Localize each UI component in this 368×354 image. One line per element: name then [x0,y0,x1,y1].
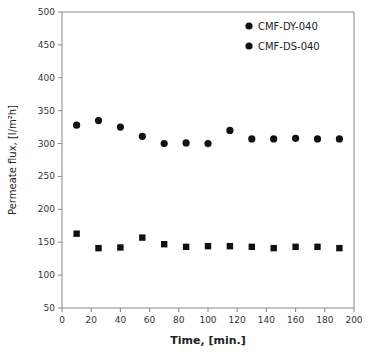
point [314,244,320,250]
point [139,133,146,140]
points [73,117,343,251]
y-tick-label: 300 [38,139,55,149]
y-tick-label: 350 [38,106,55,116]
y-tick [58,110,62,111]
point [204,140,211,147]
point [73,122,80,129]
y-tick-label: 150 [38,237,55,247]
point [205,243,211,249]
y-tick [58,44,62,45]
x-tick [120,308,121,312]
x-tick [324,308,325,312]
chart: 0 20 40 60 80 100 120 140 160 180 200 50 100 150 200 25… [0,0,368,354]
y-tick-label: 100 [38,270,55,280]
point [226,127,233,134]
point [161,140,168,147]
y-tick-label: 500 [38,7,55,17]
x-tick [266,308,267,312]
point [314,135,321,142]
y-tick-label: 200 [38,204,55,214]
x-tick [237,308,238,312]
y-tick [58,12,62,13]
legend-marker [245,42,252,49]
x-tick-label: 180 [316,315,333,325]
point [161,241,167,247]
x-tick [354,308,355,312]
point [73,230,79,236]
y-tick-label: 400 [38,73,55,83]
x-tick-label: 80 [173,315,185,325]
x-tick [149,308,150,312]
y-tick [58,275,62,276]
series [73,230,342,251]
y-tick [58,209,62,210]
plot-frame [62,12,354,308]
x-tick-label: 120 [229,315,246,325]
legend-label: CMF-DS-040 [258,41,320,52]
y-axis-label: Permeate flux, [l/m²h] [7,105,18,215]
point [270,135,277,142]
x-tick [295,308,296,312]
point [249,244,255,250]
x-tick-label: 40 [115,315,127,325]
chart-container: 0 20 40 60 80 100 120 140 160 180 200 50 100 150 200 25… [0,0,368,354]
point [292,244,298,250]
point [139,234,145,240]
legend-label: CMF-DY-040 [258,21,318,32]
x-tick-label: 140 [258,315,275,325]
y-axis: 50 100 150 200 250 300 350 400 450 500 [38,7,62,313]
point [183,139,190,146]
x-tick-label: 100 [199,315,216,325]
series [73,117,343,147]
x-tick-label: 60 [144,315,156,325]
y-tick [58,242,62,243]
point [248,135,255,142]
y-tick-label: 450 [38,40,55,50]
point [336,135,343,142]
x-tick [62,308,63,312]
point [117,244,123,250]
x-tick-label: 160 [287,315,304,325]
x-axis: 0 20 40 60 80 100 120 140 160 180 200 [59,308,363,325]
y-tick-label: 250 [38,171,55,181]
x-tick-label: 200 [345,315,362,325]
point [95,117,102,124]
y-tick [58,143,62,144]
x-tick-label: 20 [85,315,97,325]
x-tick [208,308,209,312]
x-tick [178,308,179,312]
legend-marker [245,22,252,29]
y-tick [58,77,62,78]
x-axis-label: Time, [min.] [170,334,246,347]
x-tick [91,308,92,312]
point [117,124,124,131]
point [336,245,342,251]
y-tick [58,176,62,177]
legend: CMF-DY-040 CMF-DS-040 [245,21,319,52]
point [227,243,233,249]
point [183,244,189,250]
y-tick [58,308,62,309]
point [271,245,277,251]
point [292,135,299,142]
point [95,245,101,251]
x-tick-label: 0 [59,315,65,325]
y-tick-label: 50 [44,303,56,313]
